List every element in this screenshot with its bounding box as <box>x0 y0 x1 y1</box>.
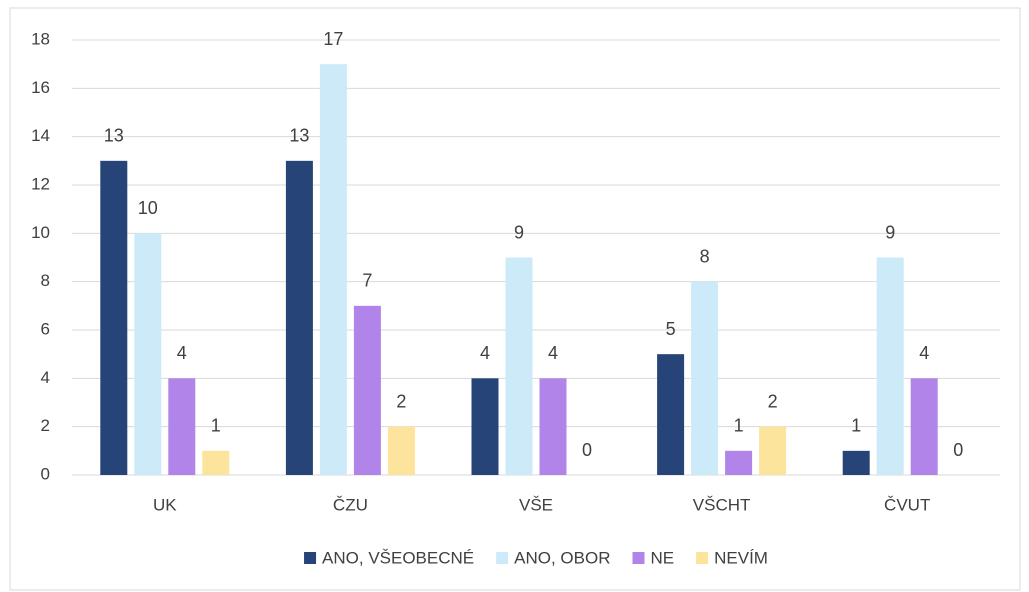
bar <box>202 450 230 475</box>
bar <box>100 160 128 476</box>
x-tick-label: UK <box>153 495 177 514</box>
bar <box>319 64 347 476</box>
data-label: 2 <box>396 391 406 411</box>
bar <box>691 281 719 475</box>
y-tick-label: 10 <box>31 223 50 242</box>
y-tick-label: 4 <box>41 368 50 387</box>
bar <box>725 450 753 475</box>
y-tick-label: 0 <box>41 464 50 483</box>
data-label: 5 <box>666 319 676 339</box>
y-tick-label: 12 <box>31 174 50 193</box>
data-label: 4 <box>919 343 929 363</box>
data-label: 4 <box>480 343 490 363</box>
data-label: 4 <box>177 343 187 363</box>
y-tick-label: 6 <box>41 319 50 338</box>
x-tick-label: VŠE <box>519 495 553 514</box>
y-tick-label: 16 <box>31 78 50 97</box>
y-tick-label: 14 <box>31 126 50 145</box>
legend-swatch <box>496 552 509 564</box>
data-label: 17 <box>323 29 343 49</box>
data-label: 1 <box>851 416 861 436</box>
bar <box>471 378 499 475</box>
data-label: 2 <box>768 391 778 411</box>
bar <box>876 257 904 475</box>
data-label: 1 <box>734 416 744 436</box>
bar <box>285 160 313 476</box>
data-label: 8 <box>700 246 710 266</box>
data-label: 13 <box>289 126 309 146</box>
bar <box>134 233 162 475</box>
bar <box>505 257 533 475</box>
legend-swatch <box>304 552 317 564</box>
y-tick-label: 18 <box>31 29 50 48</box>
y-tick-label: 2 <box>41 416 50 435</box>
data-label: 0 <box>582 440 592 460</box>
bar <box>910 378 938 475</box>
data-label: 9 <box>885 222 895 242</box>
y-tick-label: 8 <box>41 271 50 290</box>
data-label: 4 <box>548 343 558 363</box>
bar <box>842 450 870 475</box>
data-label: 7 <box>362 271 372 291</box>
data-label: 1 <box>211 416 221 436</box>
legend-swatch <box>696 552 709 564</box>
bar <box>387 426 415 475</box>
legend-label: ANO, OBOR <box>514 548 610 567</box>
legend-label: NE <box>651 548 675 567</box>
bar <box>657 354 685 475</box>
x-tick-label: VŠCHT <box>693 495 751 514</box>
data-label: 13 <box>104 126 124 146</box>
bar <box>353 305 381 475</box>
bar <box>539 378 567 475</box>
legend-label: ANO, VŠEOBECNÉ <box>322 548 474 567</box>
x-tick-label: ČVUT <box>884 495 930 514</box>
bar <box>168 378 196 475</box>
data-label: 9 <box>514 222 524 242</box>
x-tick-label: ČZU <box>333 495 368 514</box>
data-label: 0 <box>953 440 963 460</box>
data-label: 10 <box>138 198 158 218</box>
bar <box>759 426 787 475</box>
legend-label: NEVÍM <box>714 548 768 567</box>
legend-swatch <box>632 552 645 564</box>
